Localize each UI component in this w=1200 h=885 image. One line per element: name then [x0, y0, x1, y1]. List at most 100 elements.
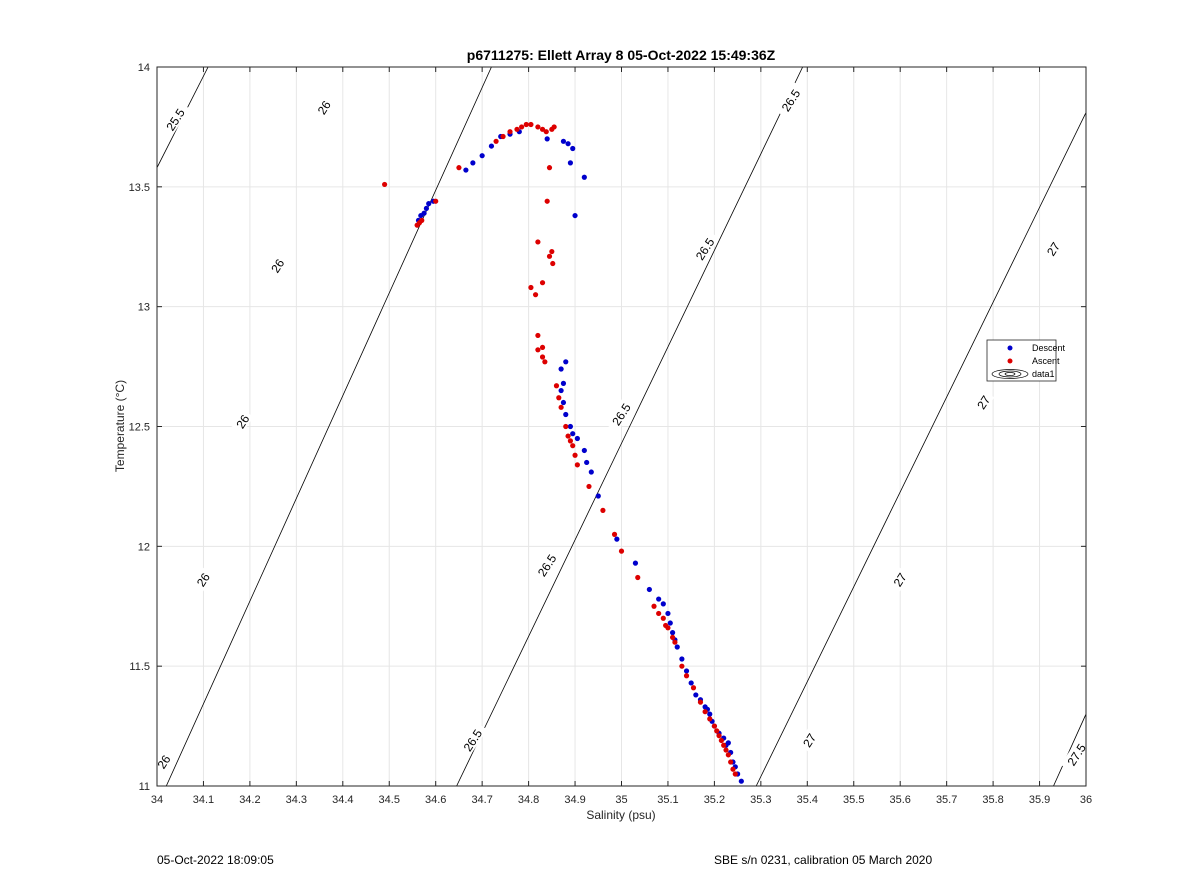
ascent-point	[711, 723, 718, 729]
ascent-point	[723, 747, 729, 753]
contour-label-bg	[456, 721, 488, 758]
descent-point	[588, 469, 594, 475]
descent-point	[558, 387, 564, 394]
contour-label-bg	[797, 727, 821, 753]
ascent-point	[528, 121, 534, 128]
x-tick-label: 35.6	[889, 794, 910, 806]
footer-timestamp: 05-Oct-2022 18:09:05	[157, 853, 274, 867]
contour-label-group: 27	[971, 389, 995, 415]
ascent-point	[718, 737, 724, 744]
ascent-point	[539, 354, 546, 360]
isopycnal-26.5	[456, 67, 804, 786]
legend-ascent-label: Ascent	[1032, 356, 1060, 366]
descent-point	[693, 692, 699, 698]
ascent-point	[728, 759, 734, 765]
descent-point	[674, 644, 680, 650]
x-tick-label: 35.7	[936, 794, 957, 806]
x-tick-label: 34.5	[379, 794, 400, 806]
x-tick-label: 36	[1080, 794, 1092, 806]
ascent-point	[535, 239, 541, 245]
contour-label-bg	[1041, 236, 1064, 261]
y-tick-label: 11.5	[129, 661, 150, 673]
descent-point	[572, 212, 578, 219]
ascent-point	[556, 395, 562, 401]
ascent-point	[697, 699, 704, 705]
ascent-point	[535, 332, 541, 339]
contour-label-bg	[531, 546, 562, 584]
contour-label-group: 26	[265, 253, 289, 278]
x-tick-label: 35.5	[843, 794, 864, 806]
contour-labels: 25.5 262626262626.526.526.526.526.5272727…	[151, 81, 1092, 774]
y-axis-label: Temperature (°C)	[113, 380, 127, 472]
legend-descent-marker	[1007, 345, 1013, 351]
x-tick-label: 34.3	[286, 794, 307, 806]
x-tick-label: 34.1	[193, 794, 214, 806]
y-tick-label: 12	[138, 541, 150, 553]
contour-label-bg	[230, 408, 254, 434]
x-tick-label: 35.3	[750, 794, 771, 806]
contour-label-bg	[689, 230, 720, 267]
ascent-point	[535, 347, 541, 353]
ascent-point	[500, 133, 506, 140]
ascent-point	[551, 124, 557, 130]
ascent-point	[721, 742, 727, 748]
contour-label-group: 27	[1041, 236, 1064, 261]
legend-ascent-marker	[1007, 358, 1013, 364]
ascent-point	[669, 634, 676, 641]
descent-point	[470, 160, 476, 166]
descent-point	[560, 399, 567, 406]
ascent-point	[563, 423, 569, 430]
ascent-point	[539, 126, 546, 132]
contour-label-group: 26	[312, 94, 335, 120]
descent-point	[738, 778, 744, 784]
x-tick-label: 34.2	[239, 794, 260, 806]
x-tick-label: 35.4	[797, 794, 818, 806]
ascent-point	[635, 574, 641, 581]
ascent-point	[507, 129, 513, 135]
ascent-point	[725, 752, 731, 758]
descent-point	[563, 359, 569, 365]
y-tick-label: 12.5	[129, 422, 150, 434]
y-tick-label: 14	[138, 62, 150, 74]
footer-instrument: SBE s/n 0231, calibration 05 March 2020	[714, 853, 933, 867]
x-tick-label: 34.4	[332, 794, 353, 806]
contour-label-bg	[775, 81, 806, 119]
ascent-point	[539, 344, 546, 351]
descent-point	[632, 560, 639, 566]
descent-point	[581, 447, 587, 454]
ascent-point	[690, 685, 697, 691]
contour-label-bg	[191, 567, 214, 592]
descent-point	[669, 630, 676, 636]
x-tick-label: 35.9	[1029, 794, 1050, 806]
descent-point	[423, 205, 430, 212]
ascent-point	[558, 404, 564, 410]
descent-point	[660, 601, 666, 607]
x-tick-label: 35.8	[982, 794, 1003, 806]
ascent-point	[549, 248, 555, 255]
y-tick-label: 13.5	[129, 182, 150, 194]
ascent-point	[546, 253, 553, 259]
ascent-point	[553, 383, 560, 389]
x-tick-label: 34.9	[564, 794, 585, 806]
chart-title: p6711275: Ellett Array 8 05-Oct-2022 15:…	[467, 47, 776, 63]
contour-label-group: 26	[230, 408, 254, 434]
y-tick-label: 13	[138, 302, 150, 314]
ascent-point	[565, 433, 571, 439]
legend-data1-label: data1	[1032, 369, 1055, 379]
descent-point	[567, 160, 574, 166]
descent-point	[656, 596, 662, 602]
contour-label-group: 27	[797, 727, 821, 753]
descent-point	[565, 141, 571, 147]
ascent-point	[574, 462, 580, 468]
ascent-point	[544, 198, 550, 204]
ascent-point	[656, 610, 662, 617]
ascent-point	[730, 766, 736, 772]
ascent-point	[493, 138, 499, 144]
ascent-point	[611, 531, 618, 537]
ascent-point	[660, 615, 666, 621]
x-tick-label: 34.7	[471, 794, 492, 806]
x-tick-label: 35.2	[704, 794, 725, 806]
descent-point	[581, 174, 587, 180]
y-tick-label: 11	[139, 781, 150, 793]
ascent-point	[586, 483, 592, 490]
